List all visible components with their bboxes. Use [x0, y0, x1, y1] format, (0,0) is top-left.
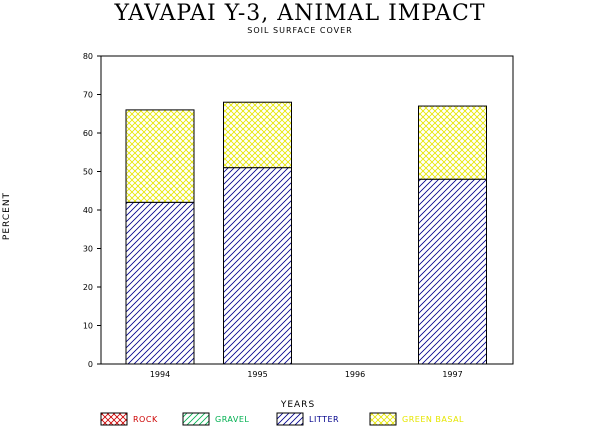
x-axis: 1994 1995 1996 1997	[150, 370, 463, 379]
bar-litter-1995	[223, 167, 292, 365]
x-tick-label: 1994	[150, 370, 170, 379]
legend-swatch-litter	[276, 412, 304, 426]
legend-label-rock: ROCK	[133, 415, 158, 424]
y-tick-label: 0	[88, 360, 93, 369]
bars	[125, 101, 487, 365]
legend-label-litter: LITTER	[309, 415, 339, 424]
bar-green-basal-1997	[418, 105, 487, 180]
bar-green-basal-1994	[125, 109, 195, 203]
x-tick-label: 1997	[442, 370, 462, 379]
y-tick-label: 60	[83, 129, 93, 138]
y-tick-label: 30	[83, 245, 93, 254]
legend-swatch-gravel	[182, 412, 210, 426]
y-axis: 0 10 20 30 40 50 60 70 80	[83, 52, 101, 369]
y-tick-label: 50	[83, 168, 93, 177]
x-tick-label: 1996	[345, 370, 365, 379]
legend: ROCK GRAVEL LITTER GREEN BASAL	[100, 412, 464, 426]
y-tick-label: 10	[83, 322, 93, 331]
legend-label-gravel: GRAVEL	[215, 415, 249, 424]
bar-litter-1994	[125, 201, 195, 365]
chart-title: YAVAPAI Y-3, ANIMAL IMPACT	[113, 1, 485, 26]
x-tick-label: 1995	[247, 370, 267, 379]
bar-green-basal-1995	[223, 101, 292, 169]
y-tick-label: 70	[83, 91, 93, 100]
chart-subtitle: SOIL SURFACE COVER	[247, 26, 352, 35]
y-tick-label: 80	[83, 52, 93, 61]
y-tick-label: 20	[83, 283, 93, 292]
bar-litter-1997	[418, 178, 487, 365]
legend-swatch-rock	[100, 412, 128, 426]
y-tick-label: 40	[83, 206, 93, 215]
legend-label-green-basal: GREEN BASAL	[402, 415, 464, 424]
y-axis-label: PERCENT	[2, 192, 12, 240]
legend-swatch-green-basal	[369, 412, 397, 426]
x-axis-label: YEARS	[280, 400, 315, 410]
